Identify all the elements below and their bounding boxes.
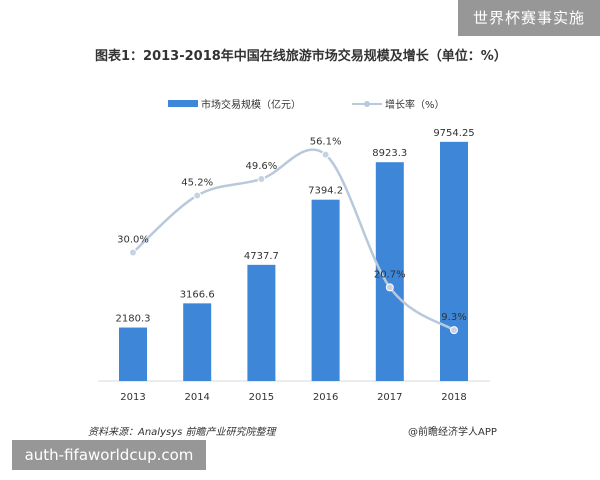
line-point-2015	[257, 175, 266, 183]
bar-label-2017: 8923.3	[372, 148, 407, 159]
bar-2016	[311, 199, 340, 381]
credit-note: @前瞻经济学人APP	[408, 427, 497, 438]
line-point-2013	[129, 248, 137, 257]
x-tick-2018: 2018	[441, 392, 466, 403]
bar-2015	[247, 264, 276, 381]
bar-label-2014: 3166.6	[180, 289, 215, 300]
bar-label-2018: 9754.25	[433, 128, 474, 139]
legend-line-swatch	[352, 101, 382, 107]
source-note: 资料来源：Analysys 前瞻产业研究院整理	[88, 427, 276, 438]
line-point-2014	[193, 191, 202, 200]
bar-label-2013: 2180.3	[116, 314, 151, 325]
legend-bar-swatch	[168, 100, 198, 107]
line-label-2014: 45.2%	[181, 178, 213, 189]
line-label-2015: 49.6%	[246, 161, 278, 172]
bar-label-2016: 7394.2	[308, 186, 343, 197]
bar-label-2015: 4737.7	[244, 251, 279, 262]
watermark-top: 世界杯赛事实施	[458, 0, 600, 36]
line-label-2016: 56.1%	[310, 137, 342, 148]
growth-rate-line	[132, 148, 455, 332]
x-tick-2016: 2016	[313, 392, 338, 403]
x-tick-2017: 2017	[377, 392, 402, 403]
bar-2018	[440, 141, 468, 381]
x-tick-2013: 2013	[120, 392, 145, 403]
line-label-2017: 20.7%	[374, 269, 406, 280]
x-tick-2014: 2014	[184, 392, 209, 403]
line-point-2018	[450, 326, 458, 335]
x-tick-2015: 2015	[249, 392, 274, 403]
bar-2014	[183, 303, 212, 381]
line-point-2017	[385, 283, 394, 292]
chart-title: 图表1：2013-2018年中国在线旅游市场交易规模及增长（单位：%）	[95, 49, 507, 64]
line-label-2018: 9.3%	[441, 312, 466, 323]
line-point-2016	[321, 150, 330, 159]
watermark-bottom: auth-fifaworldcup.com	[12, 440, 206, 470]
legend: 市场交易规模（亿元） 增长率（%）	[0, 96, 600, 112]
legend-line-label: 增长率（%）	[385, 100, 445, 111]
line-label-2013: 30.0%	[117, 235, 149, 246]
bar-2013	[119, 327, 147, 381]
legend-bar-label: 市场交易规模（亿元）	[201, 100, 301, 111]
